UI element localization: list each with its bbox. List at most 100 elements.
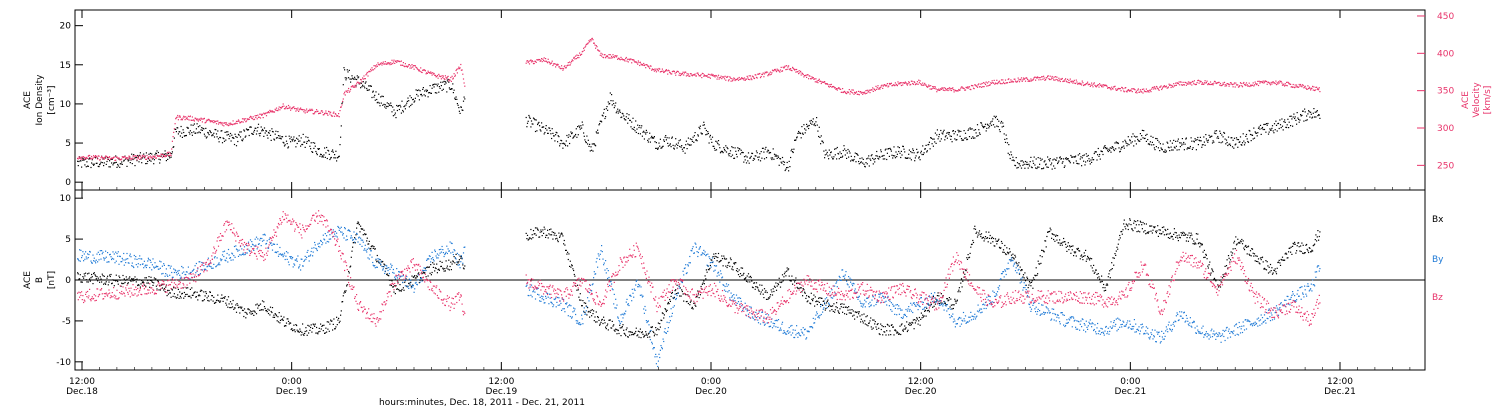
density-point xyxy=(410,97,412,99)
bx-point xyxy=(871,328,873,330)
velocity-point xyxy=(654,68,656,70)
velocity-point xyxy=(604,54,606,56)
velocity-point xyxy=(162,154,164,156)
bx-point xyxy=(935,298,937,300)
velocity-point xyxy=(719,77,721,79)
density-point xyxy=(448,81,450,83)
density-point xyxy=(1257,127,1260,129)
bx-point xyxy=(257,305,260,307)
density-point xyxy=(696,140,698,142)
density-point xyxy=(1213,141,1215,143)
density-point xyxy=(330,156,332,159)
density-point xyxy=(997,126,999,128)
velocity-point xyxy=(726,76,728,78)
bx-point xyxy=(810,303,812,305)
bx-point xyxy=(774,286,776,288)
density-point xyxy=(860,162,862,164)
velocity-point xyxy=(824,82,826,84)
density-point xyxy=(928,141,930,143)
bx-point xyxy=(197,299,199,301)
velocity-point xyxy=(898,83,900,85)
velocity-point xyxy=(960,87,962,89)
density-point xyxy=(832,158,834,160)
velocity-point xyxy=(157,155,159,157)
density-point xyxy=(457,104,459,106)
density-point xyxy=(208,134,210,136)
velocity-point xyxy=(277,110,279,112)
density-point xyxy=(1089,163,1091,165)
bx-point xyxy=(205,292,207,295)
bx-point xyxy=(810,292,812,294)
velocity-point xyxy=(838,87,840,89)
density-point xyxy=(408,100,410,102)
bx-point xyxy=(338,317,340,319)
bx-point xyxy=(904,328,906,330)
density-point xyxy=(296,137,298,139)
bx-point xyxy=(96,276,98,278)
velocity-point xyxy=(952,89,954,91)
density-point xyxy=(207,132,209,134)
density-point xyxy=(119,163,121,165)
velocity-point xyxy=(661,70,663,72)
velocity-point xyxy=(883,84,885,86)
density-point xyxy=(1177,138,1179,140)
velocity-point xyxy=(1021,80,1023,82)
bx-point xyxy=(762,293,764,295)
velocity-point xyxy=(1097,84,1099,86)
density-point xyxy=(1096,159,1098,161)
velocity-point xyxy=(706,75,708,77)
velocity-point xyxy=(395,60,397,62)
density-point xyxy=(979,133,981,135)
velocity-point xyxy=(1031,79,1033,81)
velocity-point xyxy=(1014,78,1016,80)
density-point xyxy=(375,91,377,93)
density-point xyxy=(994,117,997,119)
bx-point xyxy=(753,282,755,284)
density-point xyxy=(1237,139,1240,141)
velocity-point xyxy=(905,82,907,84)
bx-point xyxy=(180,297,182,299)
velocity-point xyxy=(109,156,111,158)
bx-point xyxy=(438,269,440,271)
density-point xyxy=(360,82,362,84)
velocity-point xyxy=(452,78,454,80)
density-point xyxy=(758,156,760,158)
density-point xyxy=(243,129,245,131)
velocity-point xyxy=(1092,86,1094,88)
velocity-point xyxy=(603,57,605,59)
density-point xyxy=(190,124,192,126)
density-point xyxy=(921,153,923,156)
density-point xyxy=(308,139,310,141)
velocity-point xyxy=(438,73,440,75)
velocity-point xyxy=(118,157,120,159)
density-point xyxy=(1084,164,1086,166)
velocity-point xyxy=(1241,85,1243,87)
velocity-point xyxy=(959,89,961,91)
velocity-point xyxy=(1245,82,1248,84)
density-point xyxy=(541,126,543,128)
bx-point xyxy=(868,322,870,324)
velocity-point xyxy=(1107,87,1109,89)
y-tick-label: -10 xyxy=(56,358,71,368)
density-point xyxy=(1181,144,1183,146)
density-point xyxy=(810,119,812,122)
density-point xyxy=(1296,112,1298,114)
bx-point xyxy=(373,246,375,248)
velocity-point xyxy=(1091,84,1093,86)
velocity-point xyxy=(582,50,584,52)
velocity-point xyxy=(934,86,936,88)
density-point xyxy=(928,143,930,146)
velocity-point xyxy=(909,84,911,86)
velocity-point xyxy=(206,119,208,121)
density-point xyxy=(1195,149,1197,151)
density-point xyxy=(786,161,788,164)
velocity-point xyxy=(145,158,147,160)
velocity-point xyxy=(304,112,306,114)
velocity-point xyxy=(85,156,87,158)
density-point xyxy=(1267,122,1269,125)
velocity-point xyxy=(527,61,529,64)
y-tick-label: 400 xyxy=(1437,49,1454,59)
velocity-point xyxy=(1033,77,1035,79)
velocity-point xyxy=(96,156,98,158)
density-point xyxy=(972,136,974,138)
